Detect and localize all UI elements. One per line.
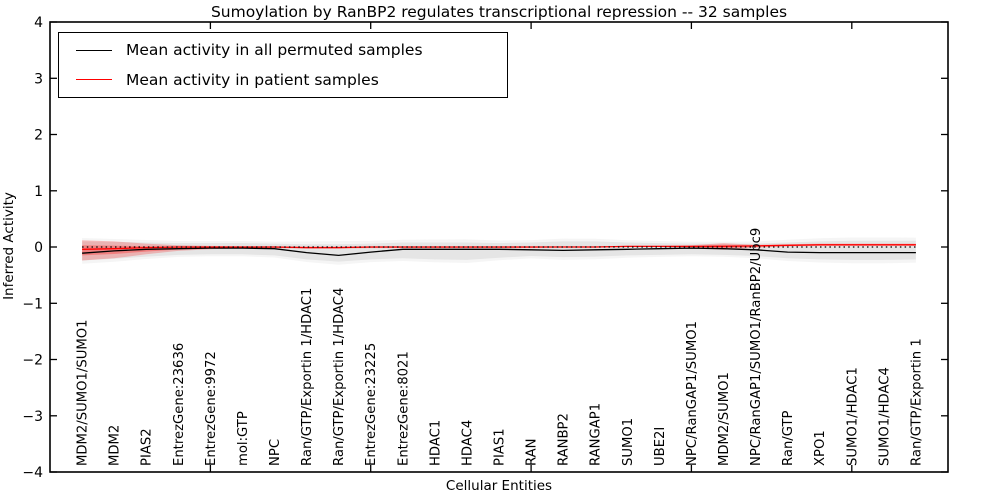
x-tick-label: XPO1 <box>813 430 828 466</box>
legend-line-sample-permuted <box>76 49 112 51</box>
legend-item-patient: Mean activity in patient samples <box>59 66 507 94</box>
x-tick-label: EntrezGene:23636 <box>172 343 187 466</box>
x-tick-label: Ran/GTP <box>781 410 796 466</box>
patient-std-band <box>82 240 916 261</box>
y-tick-label: −4 <box>22 465 43 481</box>
y-tick-label: 2 <box>34 128 43 144</box>
legend-label-permuted: Mean activity in all permuted samples <box>126 41 423 60</box>
x-tick-label: MDM2 <box>108 425 123 466</box>
x-tick-label: NPC <box>268 439 283 466</box>
x-tick-label: SUMO1 <box>621 418 636 466</box>
x-tick-label: PIAS2 <box>140 428 155 466</box>
x-tick-label: SUMO1/HDAC1 <box>845 367 860 466</box>
x-tick-label: EntrezGene:9972 <box>204 351 219 466</box>
x-tick-label: Ran/GTP/Exportin 1/HDAC1 <box>300 288 315 466</box>
y-tick-label: 1 <box>34 184 43 200</box>
x-tick-label: HDAC4 <box>460 420 475 466</box>
y-tick-label: 3 <box>34 71 43 87</box>
x-tick-label: SUMO1/HDAC4 <box>877 367 892 466</box>
y-tick-label: −3 <box>22 409 43 425</box>
y-tick-label: 0 <box>34 240 43 256</box>
legend: Mean activity in all permuted samples Me… <box>58 32 508 98</box>
x-tick-label: RANGAP1 <box>589 403 604 466</box>
legend-label-patient: Mean activity in patient samples <box>126 70 379 89</box>
legend-line-sample-patient <box>76 79 112 81</box>
y-tick-label: 4 <box>34 15 43 31</box>
x-tick-label: Ran/GTP/Exportin 1/HDAC4 <box>332 288 347 466</box>
chart-title: Sumoylation by RanBP2 regulates transcri… <box>210 3 788 21</box>
series-line-mean-activity-in-patient-samples <box>82 244 916 250</box>
y-tick-label: −1 <box>22 296 43 312</box>
x-axis-label: Cellular Entities <box>445 478 553 494</box>
y-tick-label: −2 <box>22 353 43 369</box>
x-tick-label: HDAC1 <box>428 420 443 466</box>
x-tick-label: mol:GTP <box>236 411 251 466</box>
x-tick-label: EntrezGene:8021 <box>396 351 411 466</box>
x-tick-label: NPC/RanGAP1/SUMO1 <box>685 321 700 466</box>
x-tick-label: RAN <box>525 438 540 466</box>
x-tick-label: UBE2I <box>653 427 668 466</box>
series-line-mean-activity-in-all-permuted-samples <box>82 247 916 257</box>
x-tick-label: EntrezGene:23225 <box>364 343 379 466</box>
x-tick-label: MDM2/SUMO1 <box>717 372 732 466</box>
x-tick-label: MDM2/SUMO1/SUMO1 <box>76 319 91 466</box>
x-tick-label: Ran/GTP/Exportin 1 <box>909 338 924 466</box>
x-tick-label: NPC/RanGAP1/SUMO1/RanBP2/Ubc9 <box>749 228 764 466</box>
x-tick-label: RANBP2 <box>557 413 572 466</box>
legend-item-permuted: Mean activity in all permuted samples <box>59 36 507 64</box>
permuted-std-band <box>82 237 916 265</box>
x-tick-label: PIAS1 <box>493 428 508 466</box>
